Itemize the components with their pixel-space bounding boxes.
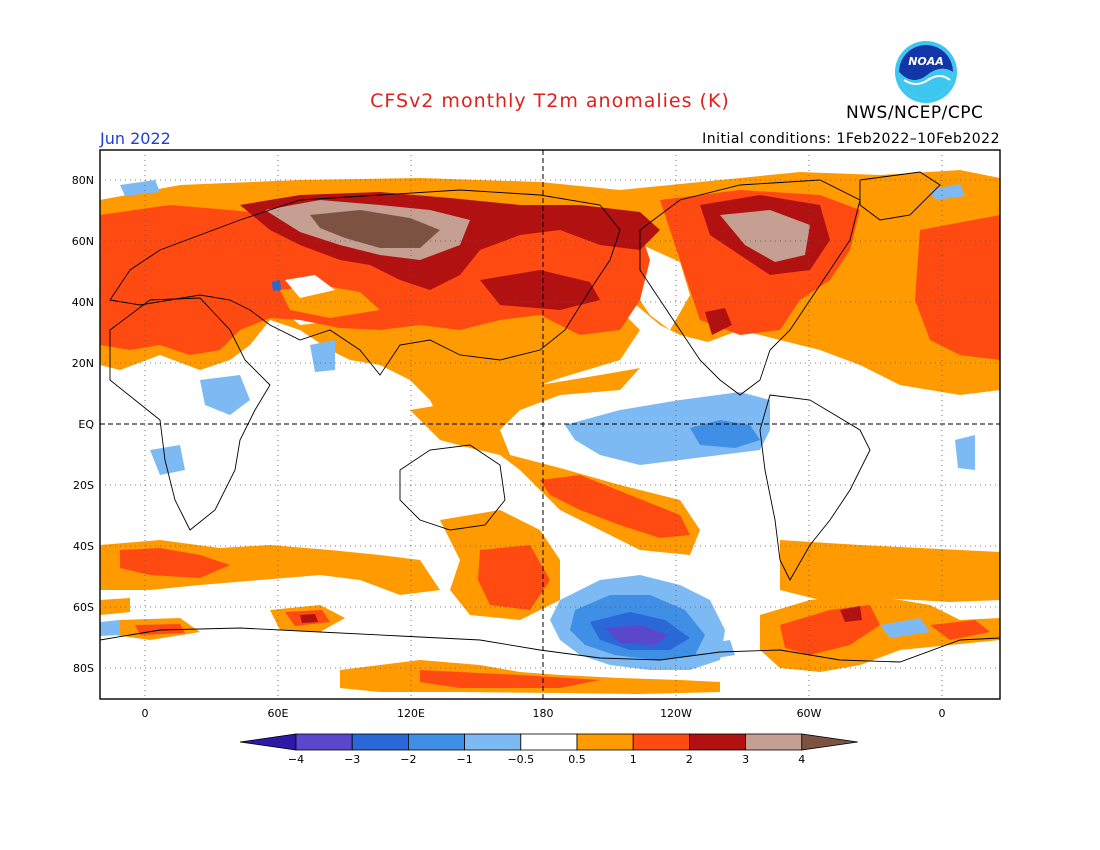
cold-region-east-pacific <box>565 392 770 465</box>
lat-label: 80N <box>72 174 94 187</box>
legend-tick-label: −4 <box>288 753 304 766</box>
legend-tick-label: −1 <box>456 753 472 766</box>
legend-swatch <box>745 733 803 751</box>
anomaly-map: 80N 60N 40N 20N EQ 20S 40S 60S 80S 0 60E… <box>72 149 1001 720</box>
logo-text: NOAA <box>908 55 944 68</box>
gridlines <box>100 150 1000 699</box>
legend-swatch <box>520 733 578 751</box>
legend-arrow-low <box>239 733 297 751</box>
forecast-month: Jun 2022 <box>100 129 171 148</box>
legend-tick-label: 3 <box>742 753 749 766</box>
legend-tick-label: 1 <box>630 753 637 766</box>
color-legend: −4 −3 −2 −1 −0.5 0.5 1 2 3 4 <box>239 733 858 766</box>
agency-label: NWS/NCEP/CPC <box>846 103 984 123</box>
lon-label: 180 <box>533 707 554 720</box>
lat-label: 60N <box>72 235 94 248</box>
lon-label: 120W <box>660 707 692 720</box>
lat-label: 20N <box>72 357 94 370</box>
legend-swatch <box>351 733 409 751</box>
legend-tick-label: 2 <box>686 753 693 766</box>
lon-label: 60E <box>268 707 289 720</box>
coastlines <box>100 171 1000 663</box>
lon-label: 120E <box>397 707 425 720</box>
red-region-eurasia <box>100 200 650 355</box>
legend-swatch <box>689 733 747 751</box>
lat-label: 20S <box>73 479 94 492</box>
legend-tick-label: 0.5 <box>568 753 586 766</box>
lat-label: 80S <box>73 662 94 675</box>
legend-tick-label: −2 <box>400 753 416 766</box>
legend-swatch <box>464 733 522 751</box>
initial-conditions: Initial conditions: 1Feb2022–10Feb2022 <box>702 131 1000 147</box>
lat-label: EQ <box>78 418 94 431</box>
legend-arrow-high <box>801 733 858 751</box>
legend-swatch <box>632 733 690 751</box>
map-title: CFSv2 monthly T2m anomalies (K) <box>370 90 730 112</box>
legend-tick-label: 4 <box>798 753 805 766</box>
brown-region-siberia <box>310 210 440 248</box>
lat-label: 40S <box>73 540 94 553</box>
legend-swatch <box>576 733 634 751</box>
legend-swatch <box>407 733 465 751</box>
legend-swatch <box>295 733 353 751</box>
lon-label: 60W <box>797 707 822 720</box>
lon-label: 0 <box>939 707 946 720</box>
legend-tick-label: −0.5 <box>507 753 534 766</box>
anomaly-fields <box>100 150 1000 699</box>
lon-label: 0 <box>142 707 149 720</box>
lat-label: 40N <box>72 296 94 309</box>
lat-label: 60S <box>73 601 94 614</box>
legend-tick-label: −3 <box>344 753 360 766</box>
noaa-logo-icon: NOAA <box>895 41 957 103</box>
